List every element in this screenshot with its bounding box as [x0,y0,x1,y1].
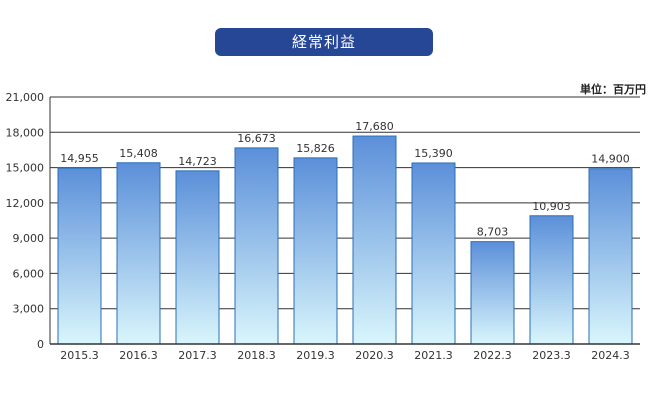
bar [175,170,220,345]
unit-label: 単位：百万円 [580,83,646,96]
bar-value-label: 15,826 [296,142,335,155]
x-tick-label: 2015.3 [60,349,99,362]
bar [352,135,397,345]
bar-value-label: 10,903 [532,200,571,213]
bars: 14,955 15,408 14,723 16,673 15,826 17,680 15,3… [57,120,633,345]
x-tick-label: 2024.3 [591,349,630,362]
bar-value-label: 15,390 [414,147,453,160]
x-tick-label: 2019.3 [296,349,335,362]
y-tick-label: 0 [37,338,44,351]
bar-value-label: 14,955 [60,152,99,165]
x-tick-label: 2022.3 [473,349,512,362]
bar-value-label: 8,703 [477,226,509,239]
y-tick-label: 12,000 [6,197,45,210]
axes: 0 3,000 6,000 9,000 12,000 15,000 18,000 21,000… [6,91,640,362]
bar-value-label: 14,900 [591,153,630,166]
x-tick-label: 2016.3 [119,349,158,362]
x-tick-label: 2021.3 [414,349,453,362]
bar-value-label: 15,408 [119,147,158,160]
x-tick-label: 2023.3 [532,349,571,362]
bar [57,167,102,345]
y-tick-label: 6,000 [13,267,45,280]
bar [470,241,515,345]
bar [293,157,338,345]
x-tick-label: 2018.3 [237,349,276,362]
x-tick-label: 2017.3 [178,349,217,362]
bar [411,162,456,345]
bar [116,162,161,345]
y-tick-label: 9,000 [13,232,45,245]
y-tick-label: 3,000 [13,303,45,316]
bar-value-label: 17,680 [355,120,394,133]
chart-title: 経常利益 [215,28,433,56]
bar [588,168,633,345]
bar-value-label: 14,723 [178,155,217,168]
y-tick-label: 21,000 [6,91,45,104]
bar [529,215,574,345]
y-tick-label: 18,000 [6,126,45,139]
y-tick-label: 15,000 [6,162,45,175]
x-tick-label: 2020.3 [355,349,394,362]
bar-value-label: 16,673 [237,132,276,145]
bar [234,147,279,345]
